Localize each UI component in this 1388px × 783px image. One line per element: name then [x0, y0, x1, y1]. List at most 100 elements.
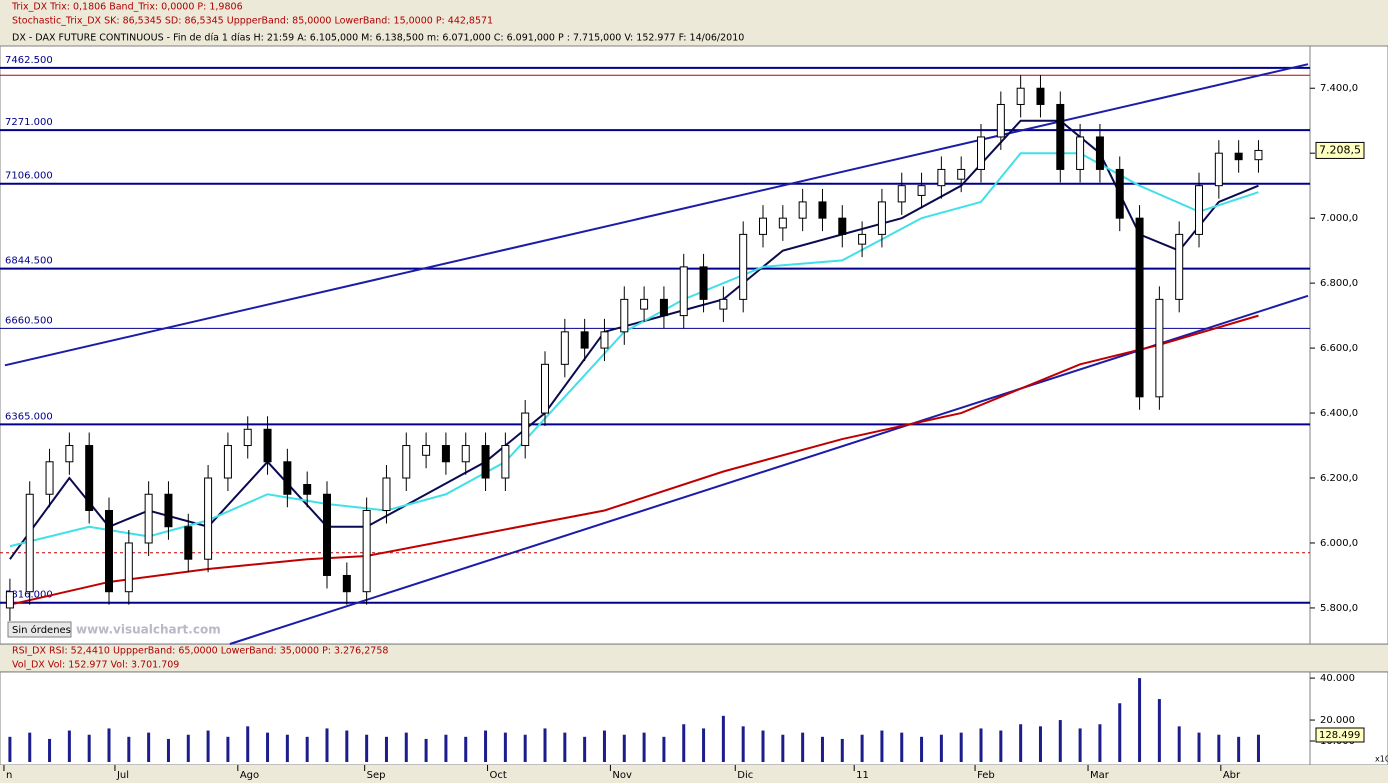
x-tick-label: Nov: [612, 770, 632, 781]
volume-bar: [801, 732, 805, 762]
volume-bar: [424, 738, 428, 762]
candle-body: [184, 526, 193, 560]
volume-bar: [642, 732, 646, 762]
candle-body: [263, 428, 272, 463]
candle-body: [897, 185, 906, 203]
volume-bar: [246, 726, 250, 762]
x-tick-label: 11: [856, 770, 869, 781]
y-tick-label: 6.400,0: [1320, 408, 1358, 419]
y-tick-label: 6.600,0: [1320, 343, 1358, 354]
candle-body: [5, 591, 14, 609]
candle-body: [323, 493, 332, 576]
volume-bar: [820, 736, 824, 762]
volume-bar: [840, 738, 844, 762]
trix-header: Trix_DX Trix: 0,1806 Band_Trix: 0,0000 P…: [11, 2, 243, 13]
rsi-header: RSI_DX RSI: 52,4410 UppperBand: 65,0000 …: [12, 646, 388, 657]
level-label: 7462.500: [5, 55, 53, 66]
volume-bar: [186, 734, 190, 762]
candle-body: [461, 445, 470, 463]
candle-body: [283, 461, 292, 495]
x-tick-label: Feb: [977, 770, 995, 781]
volume-bar: [1256, 734, 1260, 762]
volume-bar: [1019, 724, 1023, 762]
volume-bar: [1098, 724, 1102, 762]
last-price-box: [1315, 141, 1365, 159]
candle-body: [937, 168, 946, 187]
volume-bar: [226, 736, 230, 762]
candle-body: [243, 428, 252, 447]
candle-body: [778, 217, 787, 229]
candle-body: [25, 493, 34, 593]
volume-bar: [999, 730, 1003, 762]
volume-bar: [1038, 726, 1042, 762]
volume-bar: [781, 734, 785, 762]
candle-body: [382, 477, 391, 511]
orders-button[interactable]: [7, 621, 72, 638]
volume-bar: [127, 736, 131, 762]
volume-bar: [365, 734, 369, 762]
x-tick-label: Jul: [116, 770, 129, 781]
candle-body: [659, 298, 668, 317]
x-tick-label: n: [6, 770, 12, 781]
candle-body: [124, 542, 133, 593]
x-tick-label: Ago: [240, 770, 259, 781]
candle-body: [996, 103, 1005, 138]
lower-header: [0, 645, 1388, 671]
x-tick-label: Mar: [1090, 770, 1110, 781]
candle-body: [521, 412, 530, 447]
volume-bar: [622, 734, 626, 762]
volume-bar: [721, 715, 725, 762]
volume-bar: [1217, 734, 1221, 762]
x-axis-bar: [0, 765, 1388, 783]
candle-body: [1016, 87, 1025, 105]
candle-body: [362, 509, 371, 593]
volume-bar: [583, 736, 587, 762]
y-tick-label: 6.800,0: [1320, 278, 1358, 289]
candle-body: [640, 298, 649, 310]
volume-bar: [741, 726, 745, 762]
volume-bar: [1197, 732, 1201, 762]
volume-bar: [107, 728, 111, 762]
volume-bar: [939, 734, 943, 762]
trendline: [229, 294, 1309, 645]
volume-bar: [979, 728, 983, 762]
volume-bar: [8, 736, 12, 762]
level-label: 7106.000: [5, 171, 53, 182]
candle-body: [798, 201, 807, 219]
volume-header: Vol_DX Vol: 152.977 Vol: 3.701.709: [12, 660, 179, 671]
x-tick-label: Abr: [1223, 770, 1241, 781]
candle-body: [144, 493, 153, 544]
level-label: 6365.000: [5, 411, 53, 422]
level-label: 7271.000: [5, 117, 53, 128]
candle-body: [1056, 103, 1065, 170]
volume-bar: [147, 732, 151, 762]
volume-bar: [384, 736, 388, 762]
candle-body: [1195, 185, 1204, 235]
candle-body: [719, 298, 728, 310]
y-tick-label: 7.400,0: [1320, 83, 1358, 94]
candle-body: [759, 217, 768, 235]
candle-body: [1254, 149, 1263, 161]
candle-body: [1036, 87, 1045, 105]
volume-bar: [404, 732, 408, 762]
instrument-header: DX - DAX FUTURE CONTINUOUS - Fin de día …: [12, 33, 744, 44]
candle-body: [1095, 136, 1104, 170]
volume-bar: [880, 730, 884, 762]
header-bar: [0, 0, 1388, 46]
zoom-label[interactable]: x10: [1375, 755, 1388, 764]
candle-body: [699, 266, 708, 300]
candle-body: [501, 445, 510, 479]
volume-bar: [345, 730, 349, 762]
candle-body: [541, 363, 550, 414]
last-price-label: 7.208,5: [1319, 143, 1361, 156]
candle-body: [1214, 152, 1223, 187]
x-tick-label: Dic: [737, 770, 753, 781]
candle-body: [1234, 152, 1243, 161]
volume-bar: [900, 732, 904, 762]
candle-body: [422, 445, 431, 456]
volume-bar: [1058, 720, 1062, 762]
volume-bar: [1078, 728, 1082, 762]
volume-bar: [484, 730, 488, 762]
volume-bar: [662, 736, 666, 762]
volume-bar: [1138, 678, 1142, 762]
